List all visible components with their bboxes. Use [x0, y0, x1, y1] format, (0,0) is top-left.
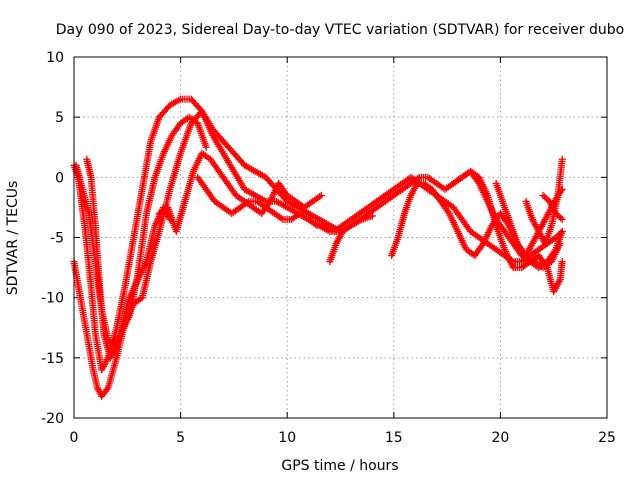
- x-tick-label: 5: [176, 430, 185, 446]
- y-axis-label: SDTVAR / TECUs: [5, 181, 21, 296]
- x-tick-label: 10: [278, 430, 296, 446]
- y-tick-label: 0: [55, 170, 64, 186]
- data-point: [556, 240, 564, 248]
- y-tick-label: -20: [41, 411, 64, 427]
- x-tick-label: 0: [70, 430, 79, 446]
- data-point: [558, 215, 566, 223]
- data-point: [539, 191, 547, 199]
- data-point: [553, 211, 561, 219]
- data-points: [70, 95, 566, 400]
- data-point: [517, 247, 525, 255]
- y-tick-label: -15: [41, 351, 64, 367]
- chart-title: Day 090 of 2023, Sidereal Day-to-day VTE…: [56, 22, 624, 38]
- data-point: [317, 191, 325, 199]
- plot-frame: [73, 56, 608, 419]
- y-tick-label: 10: [46, 50, 64, 66]
- x-tick-label: 25: [598, 430, 616, 446]
- data-point: [552, 209, 560, 217]
- data-point: [558, 258, 566, 266]
- series-track-9: [449, 167, 566, 296]
- x-axis-ticks: 0 5 10 15 20 25: [70, 57, 616, 446]
- data-point: [558, 227, 566, 235]
- data-point: [541, 193, 549, 201]
- series-track-2: [70, 95, 344, 374]
- data-point: [558, 155, 566, 163]
- y-tick-label: 5: [55, 110, 64, 126]
- data-point: [555, 212, 563, 220]
- series-track-12: [539, 191, 566, 223]
- data-point: [542, 194, 550, 202]
- data-point: [516, 246, 524, 254]
- y-tick-label: -5: [50, 231, 64, 247]
- y-axis-ticks: 10 5 0 -5 -10 -15 -20: [41, 50, 607, 427]
- data-point: [202, 143, 210, 151]
- data-point: [368, 212, 376, 220]
- y-tick-label: -10: [41, 291, 64, 307]
- x-tick-label: 20: [491, 430, 509, 446]
- x-tick-label: 15: [385, 430, 403, 446]
- data-point: [557, 214, 565, 222]
- x-axis-label: GPS time / hours: [281, 458, 398, 474]
- series-track-4: [83, 155, 174, 362]
